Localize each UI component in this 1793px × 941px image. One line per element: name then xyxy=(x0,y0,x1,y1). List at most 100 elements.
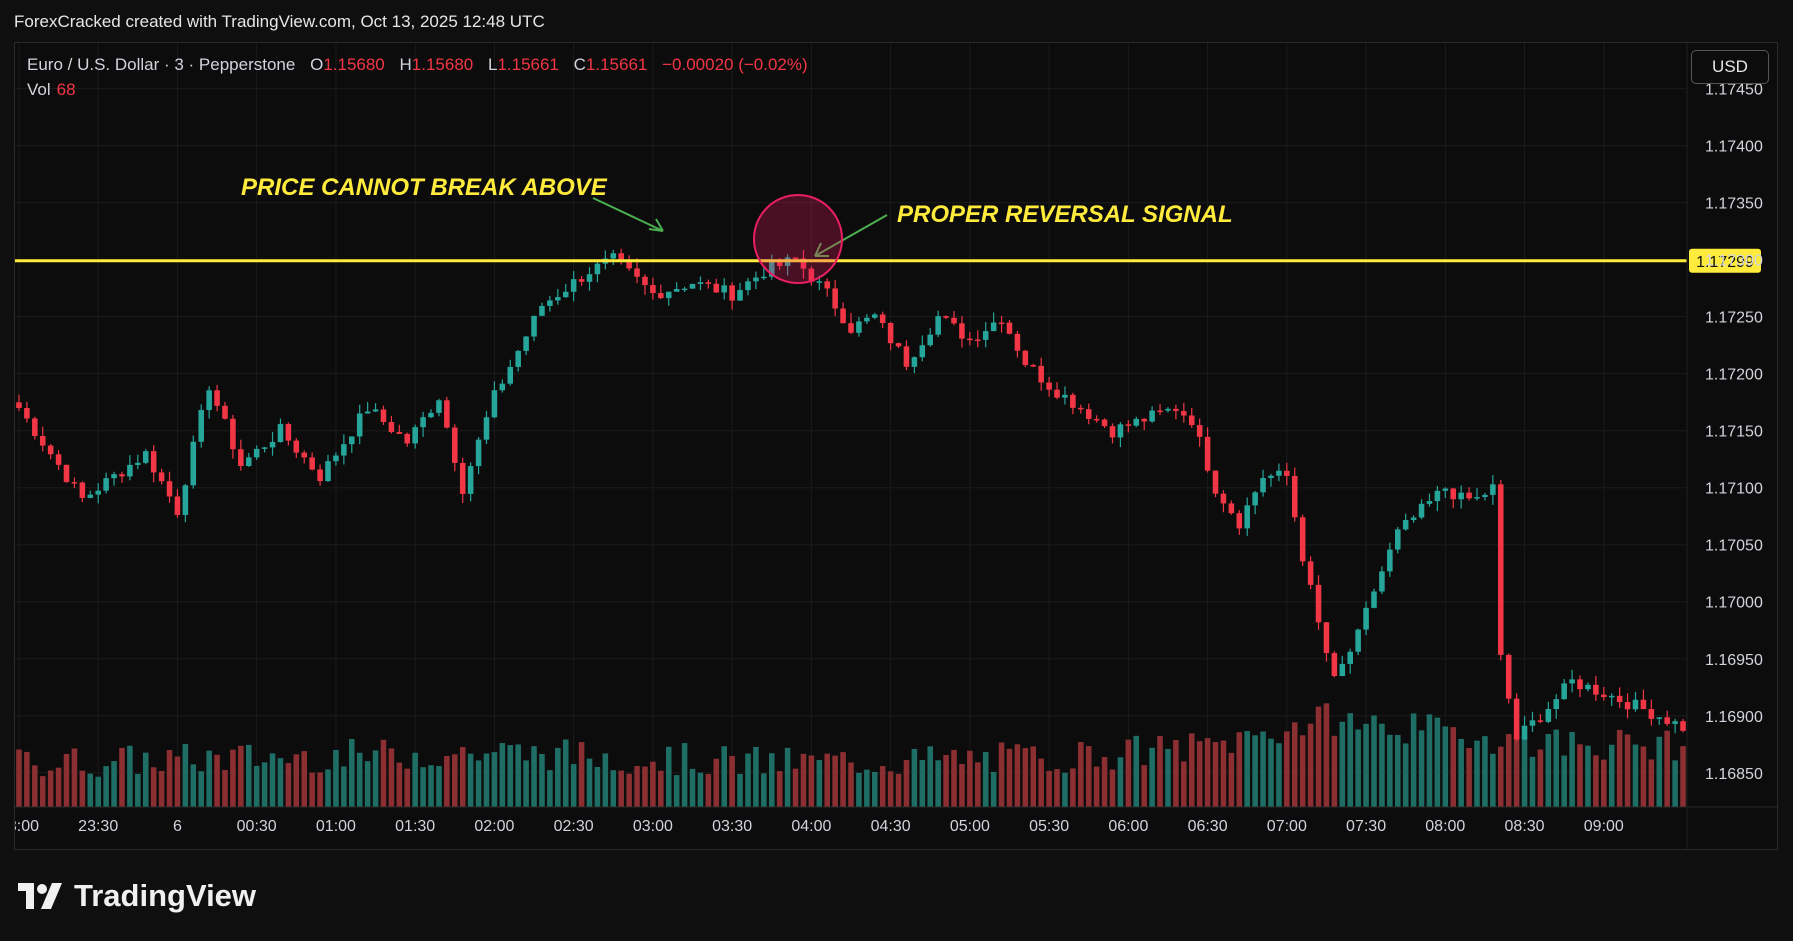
candle-body xyxy=(1078,407,1084,410)
candle-body xyxy=(1070,394,1076,408)
candle-body xyxy=(230,418,236,450)
volume-bar xyxy=(24,751,30,807)
candle-body xyxy=(626,260,632,269)
volume-bar xyxy=(1648,759,1655,807)
volume-bar xyxy=(895,773,902,807)
volume-bar xyxy=(903,759,910,807)
candle-body xyxy=(911,357,918,367)
candle-body xyxy=(1181,411,1187,416)
volume-bar xyxy=(1181,761,1187,807)
candle-body xyxy=(309,457,315,470)
candle-body xyxy=(887,323,894,344)
candle-body xyxy=(840,308,846,324)
volume-bar xyxy=(665,746,672,807)
candle-body xyxy=(285,424,292,441)
candle-body xyxy=(190,441,197,486)
volume-bar xyxy=(277,758,284,807)
price-tick-label: 1.17150 xyxy=(1705,424,1763,441)
candle-body xyxy=(341,444,347,456)
volume-bar xyxy=(1624,734,1631,807)
volume-bar xyxy=(333,750,339,807)
volume-bar xyxy=(1276,743,1282,807)
volume-bar xyxy=(1260,731,1266,807)
volume-bar xyxy=(32,765,38,807)
candle-body xyxy=(768,261,775,277)
volume-bar xyxy=(697,772,704,807)
volume-bar xyxy=(602,753,609,807)
candle-body xyxy=(1284,470,1290,476)
volume-bar xyxy=(539,753,545,807)
volume-bar xyxy=(1521,736,1528,807)
candle-body xyxy=(856,321,862,333)
candle-body xyxy=(1656,717,1663,719)
symbol-name[interactable]: Euro / U.S. Dollar · 3 · Pepperstone xyxy=(27,55,296,74)
volume-bar xyxy=(428,765,434,807)
volume-bar xyxy=(1529,756,1536,807)
high-label: H xyxy=(399,55,412,74)
candle-body xyxy=(1521,725,1528,740)
candle-body xyxy=(380,409,387,422)
candle-body xyxy=(1109,426,1116,438)
volume-bar xyxy=(586,758,593,807)
candle-body xyxy=(1426,501,1433,504)
candle-body xyxy=(998,322,1005,325)
volume-bar xyxy=(1204,738,1211,807)
volume-bar xyxy=(1387,734,1393,807)
candle-body xyxy=(1513,698,1520,740)
close-label: C xyxy=(573,55,586,74)
candle-body xyxy=(1458,492,1464,500)
volume-label[interactable]: Vol xyxy=(27,80,51,99)
candle-body xyxy=(951,317,957,324)
volume-bar xyxy=(79,770,86,807)
candle-body xyxy=(547,300,553,306)
time-tick-label: 01:00 xyxy=(316,818,356,835)
chart-panel[interactable]: 1.17299 1.17450 1.17400 1.17350 1.17300 1.172… xyxy=(14,42,1778,850)
candle-body xyxy=(531,315,537,337)
volume-bar xyxy=(824,753,831,807)
candle-body xyxy=(150,451,157,473)
candle-body xyxy=(317,469,323,482)
candle-body xyxy=(507,366,514,384)
candle-body xyxy=(32,418,38,436)
candle-body xyxy=(515,350,521,367)
candle-body xyxy=(499,383,506,391)
volume-bar xyxy=(111,761,117,807)
tradingview-brand[interactable]: TradingView xyxy=(18,878,256,914)
time-tick-label: 06:00 xyxy=(1108,818,1148,835)
candle-body xyxy=(1640,699,1647,710)
volume-bar xyxy=(309,772,315,807)
candle-body xyxy=(562,291,569,298)
candle-body xyxy=(721,285,727,293)
volume-bar xyxy=(879,766,886,807)
candle-body xyxy=(111,474,117,479)
volume-bar xyxy=(840,752,846,807)
volume-bar xyxy=(349,738,355,807)
candle-body xyxy=(705,282,712,284)
candle-body xyxy=(824,281,831,289)
currency-button[interactable]: USD xyxy=(1691,50,1769,84)
candle-body xyxy=(935,316,941,335)
volume-bar xyxy=(1371,715,1377,807)
volume-bar xyxy=(1640,746,1647,807)
volume-bar xyxy=(634,765,640,807)
price-tick-label: 1.16850 xyxy=(1705,766,1763,783)
candle-body xyxy=(1315,584,1322,623)
arrowhead-icon xyxy=(814,242,829,257)
volume-bar xyxy=(1101,757,1108,807)
candle-body xyxy=(895,343,902,347)
volume-bar xyxy=(356,752,363,807)
candle-body xyxy=(452,427,458,463)
candlestick-chart[interactable]: 1.17299 1.17450 1.17400 1.17350 1.17300 1.172… xyxy=(15,43,1777,849)
volume-bar xyxy=(222,770,228,807)
volume-bar xyxy=(158,770,165,807)
time-tick-label: 03:00 xyxy=(633,818,673,835)
time-tick-label: 05:00 xyxy=(950,818,990,835)
price-tick-label: 1.17300 xyxy=(1705,253,1763,270)
volume-bar xyxy=(1355,729,1361,807)
candle-body xyxy=(459,462,466,494)
volume-bar xyxy=(1632,744,1639,807)
candle-body xyxy=(198,410,204,442)
volume-bar xyxy=(372,750,379,807)
candle-body xyxy=(848,323,854,333)
volume-bar xyxy=(856,772,862,807)
